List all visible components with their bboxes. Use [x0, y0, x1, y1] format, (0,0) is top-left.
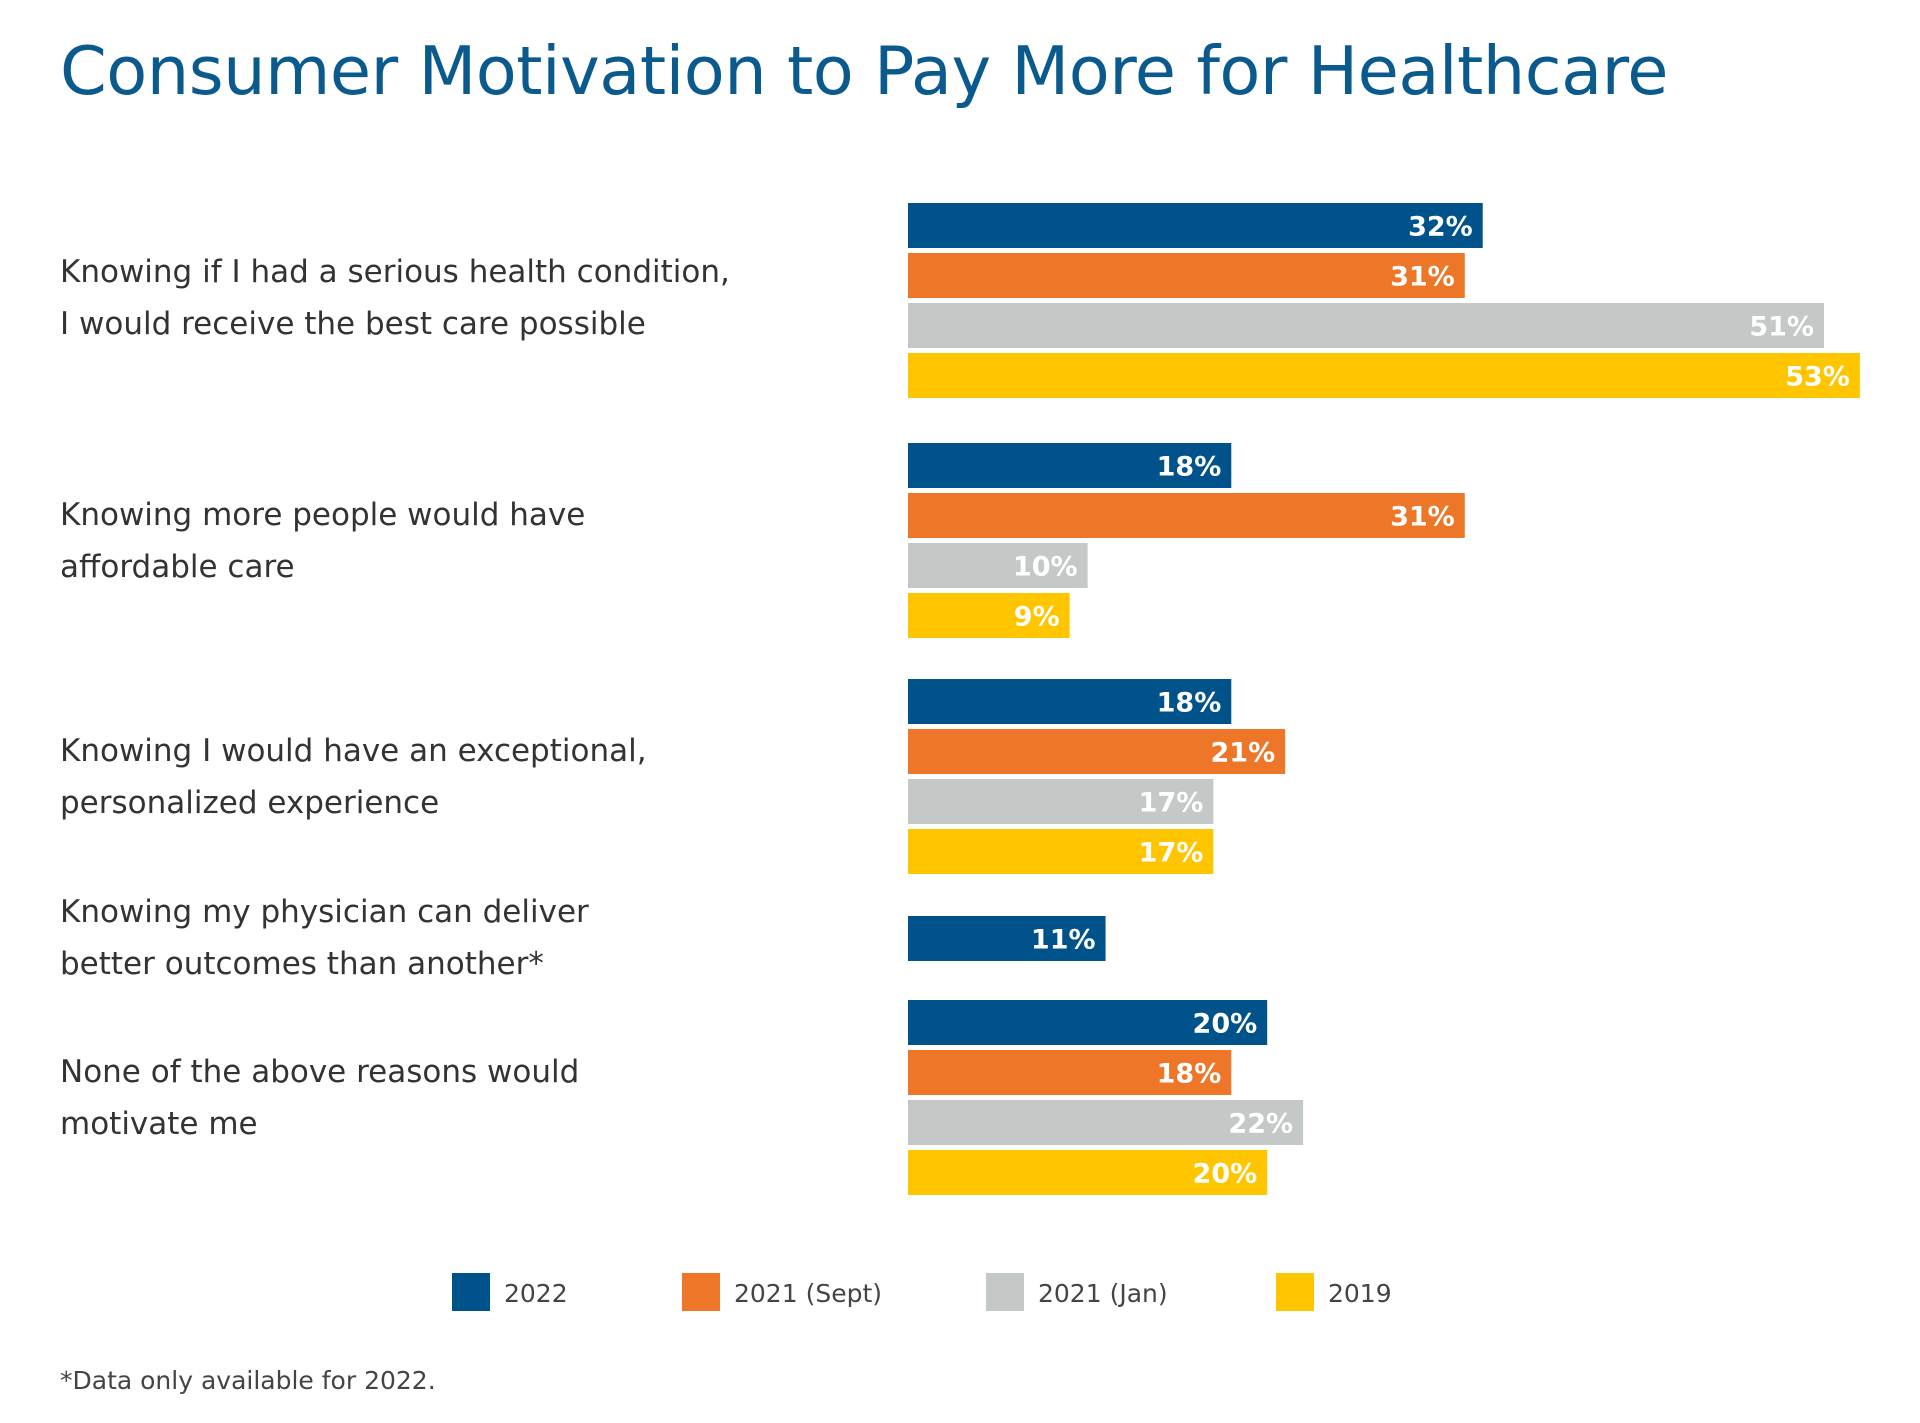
bar	[908, 1100, 1304, 1145]
data-label: 32%	[1408, 212, 1473, 243]
data-label: 18%	[1157, 688, 1222, 719]
data-label: 11%	[1031, 925, 1096, 956]
category-label: Knowing more people would have	[60, 497, 585, 533]
legend-label: 2021 (Jan)	[1038, 1279, 1168, 1308]
category-label: better outcomes than another*	[60, 946, 544, 982]
legend-label: 2021 (Sept)	[734, 1279, 882, 1308]
data-label: 22%	[1228, 1109, 1293, 1140]
bar	[908, 1000, 1268, 1045]
legend-label: 2022	[504, 1279, 568, 1308]
bar	[908, 543, 1088, 588]
category-label: affordable care	[60, 549, 295, 585]
data-label: 17%	[1139, 838, 1204, 869]
bar	[908, 679, 1232, 724]
bar	[908, 203, 1483, 248]
bar	[908, 493, 1465, 538]
category-label: Knowing I would have an exceptional,	[60, 733, 647, 769]
bar	[908, 593, 1070, 638]
bar	[908, 1050, 1232, 1095]
bar	[908, 779, 1214, 824]
data-label: 18%	[1157, 1059, 1222, 1090]
data-label: 53%	[1785, 362, 1850, 393]
data-label: 20%	[1193, 1159, 1258, 1190]
category-label: motivate me	[60, 1106, 258, 1142]
category-label: I would receive the best care possible	[60, 306, 646, 342]
category-label: Knowing my physician can deliver	[60, 894, 589, 930]
legend-swatch	[452, 1273, 490, 1311]
data-label: 31%	[1390, 502, 1455, 533]
category-label: personalized experience	[60, 785, 439, 821]
footnote: *Data only available for 2022.	[60, 1366, 436, 1395]
data-label: 20%	[1193, 1009, 1258, 1040]
legend-swatch	[986, 1273, 1024, 1311]
bar	[908, 829, 1214, 874]
bar	[908, 253, 1465, 298]
bar	[908, 729, 1286, 774]
data-label: 51%	[1749, 312, 1814, 343]
bar	[908, 353, 1860, 398]
category-label: Knowing if I had a serious health condit…	[60, 254, 730, 290]
bar	[908, 303, 1824, 348]
legend-swatch	[682, 1273, 720, 1311]
bar	[908, 916, 1106, 961]
legend-swatch	[1276, 1273, 1314, 1311]
legend-label: 2019	[1328, 1279, 1392, 1308]
chart-title: Consumer Motivation to Pay More for Heal…	[60, 32, 1668, 110]
category-label: None of the above reasons would	[60, 1054, 579, 1090]
bar	[908, 443, 1232, 488]
data-label: 31%	[1390, 262, 1455, 293]
data-label: 17%	[1139, 788, 1204, 819]
data-label: 9%	[1014, 602, 1060, 633]
data-label: 18%	[1157, 452, 1222, 483]
data-label: 21%	[1211, 738, 1276, 769]
data-label: 10%	[1013, 552, 1078, 583]
bar	[908, 1150, 1268, 1195]
